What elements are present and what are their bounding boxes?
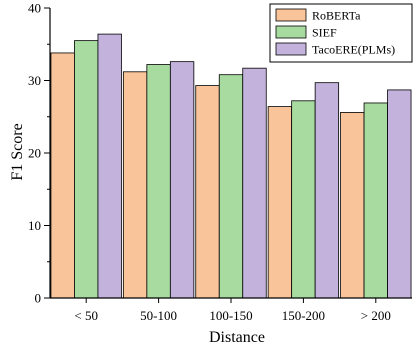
legend-swatch	[275, 42, 307, 56]
bar-roberta-4	[340, 112, 365, 299]
x-tick-label: < 50	[74, 308, 98, 323]
bar-tacoere-plms--4	[387, 89, 412, 299]
bar-tacoere-plms--0	[97, 33, 122, 299]
y-tick-label: 0	[35, 291, 42, 306]
legend-label: RoBERTa	[312, 9, 361, 23]
y-tick-label: 40	[28, 1, 41, 16]
bar-sief-3	[291, 100, 316, 299]
bar-tacoere-plms--1	[169, 61, 195, 299]
x-tick-label: 100-150	[209, 308, 252, 323]
y-tick-label: 10	[28, 218, 41, 233]
bar-roberta-0	[50, 52, 75, 299]
legend-label: SIEF	[312, 26, 337, 40]
bar-tacoere-plms--2	[242, 67, 267, 299]
x-axis-title: Distance	[209, 329, 265, 346]
bar-sief-1	[146, 64, 171, 299]
bar-roberta-1	[122, 71, 148, 299]
legend-label: TacoERE(PLMs)	[312, 43, 395, 57]
bar-sief-4	[363, 102, 388, 299]
axes-group: < 50 50-100 100-150 150-200 > 200 0 10 20 30 40	[28, 1, 412, 323]
x-tick-label: 150-200	[282, 308, 325, 323]
y-tick-label: 20	[28, 146, 41, 161]
legend-swatch	[275, 25, 307, 39]
bar-sief-0	[74, 40, 99, 299]
bar-sief-2	[218, 74, 244, 299]
bars-group	[50, 33, 412, 299]
bar-roberta-2	[195, 85, 220, 299]
bar-tacoere-plms--3	[314, 82, 340, 299]
x-tick-label: 50-100	[140, 308, 177, 323]
x-tick-label: > 200	[361, 308, 391, 323]
legend-swatch	[275, 8, 307, 22]
y-axis-title: F1 Score	[9, 123, 26, 180]
legend: RoBERTa SIEF TacoERE(PLMs)	[269, 3, 413, 63]
y-tick-label: 30	[28, 73, 41, 88]
bar-roberta-3	[267, 106, 293, 299]
